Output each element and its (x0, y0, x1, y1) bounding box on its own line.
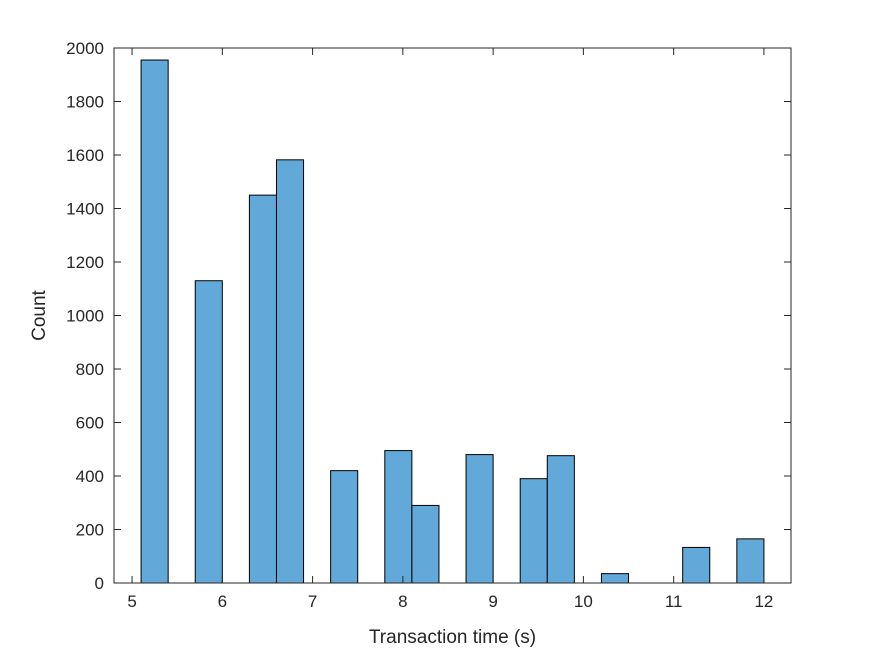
histogram-bar (682, 546, 711, 584)
histogram-bar (194, 280, 223, 584)
bars-layer (140, 59, 765, 584)
y-tick-label: 1000 (66, 307, 104, 326)
axes-layer: 5 6 7 8 9 10 11 12 0 200 400 600 800 1000 1200 1400 1600… (66, 39, 792, 611)
y-tick-label: 400 (76, 467, 104, 486)
y-tick-label: 1200 (66, 253, 104, 272)
y-tick-label: 1800 (66, 93, 104, 112)
x-tick-label: 8 (398, 592, 407, 611)
histogram-bar (275, 159, 305, 584)
y-tick-label: 800 (76, 360, 104, 379)
histogram-bar (600, 573, 630, 584)
x-tick-label: 11 (665, 592, 683, 611)
histogram-bar (140, 59, 169, 584)
histogram-bar (384, 450, 413, 584)
histogram-bar (411, 504, 440, 584)
histogram-bar (736, 538, 765, 584)
y-axis-label: Count (29, 289, 50, 340)
y-tick-label: 600 (76, 414, 104, 433)
x-axis-label: Transaction time (s) (369, 627, 536, 648)
y-tick-label: 1600 (66, 146, 104, 165)
y-tick-label: 1400 (66, 200, 104, 219)
x-tick-label: 6 (218, 592, 227, 611)
x-tick-label: 7 (308, 592, 317, 611)
x-tick-label: 9 (488, 592, 497, 611)
histogram-bar (330, 470, 359, 584)
x-tick-label: 12 (754, 592, 773, 611)
y-tick-label: 0 (95, 574, 104, 593)
x-tick-label: 5 (127, 592, 136, 611)
histogram-bar (465, 454, 494, 584)
histogram-bar (248, 194, 277, 584)
x-tick-label: 10 (574, 592, 593, 611)
histogram-bar (546, 455, 575, 584)
y-tick-label: 200 (76, 521, 104, 540)
histogram-bar (519, 478, 548, 584)
y-tick-label: 2000 (66, 39, 104, 58)
